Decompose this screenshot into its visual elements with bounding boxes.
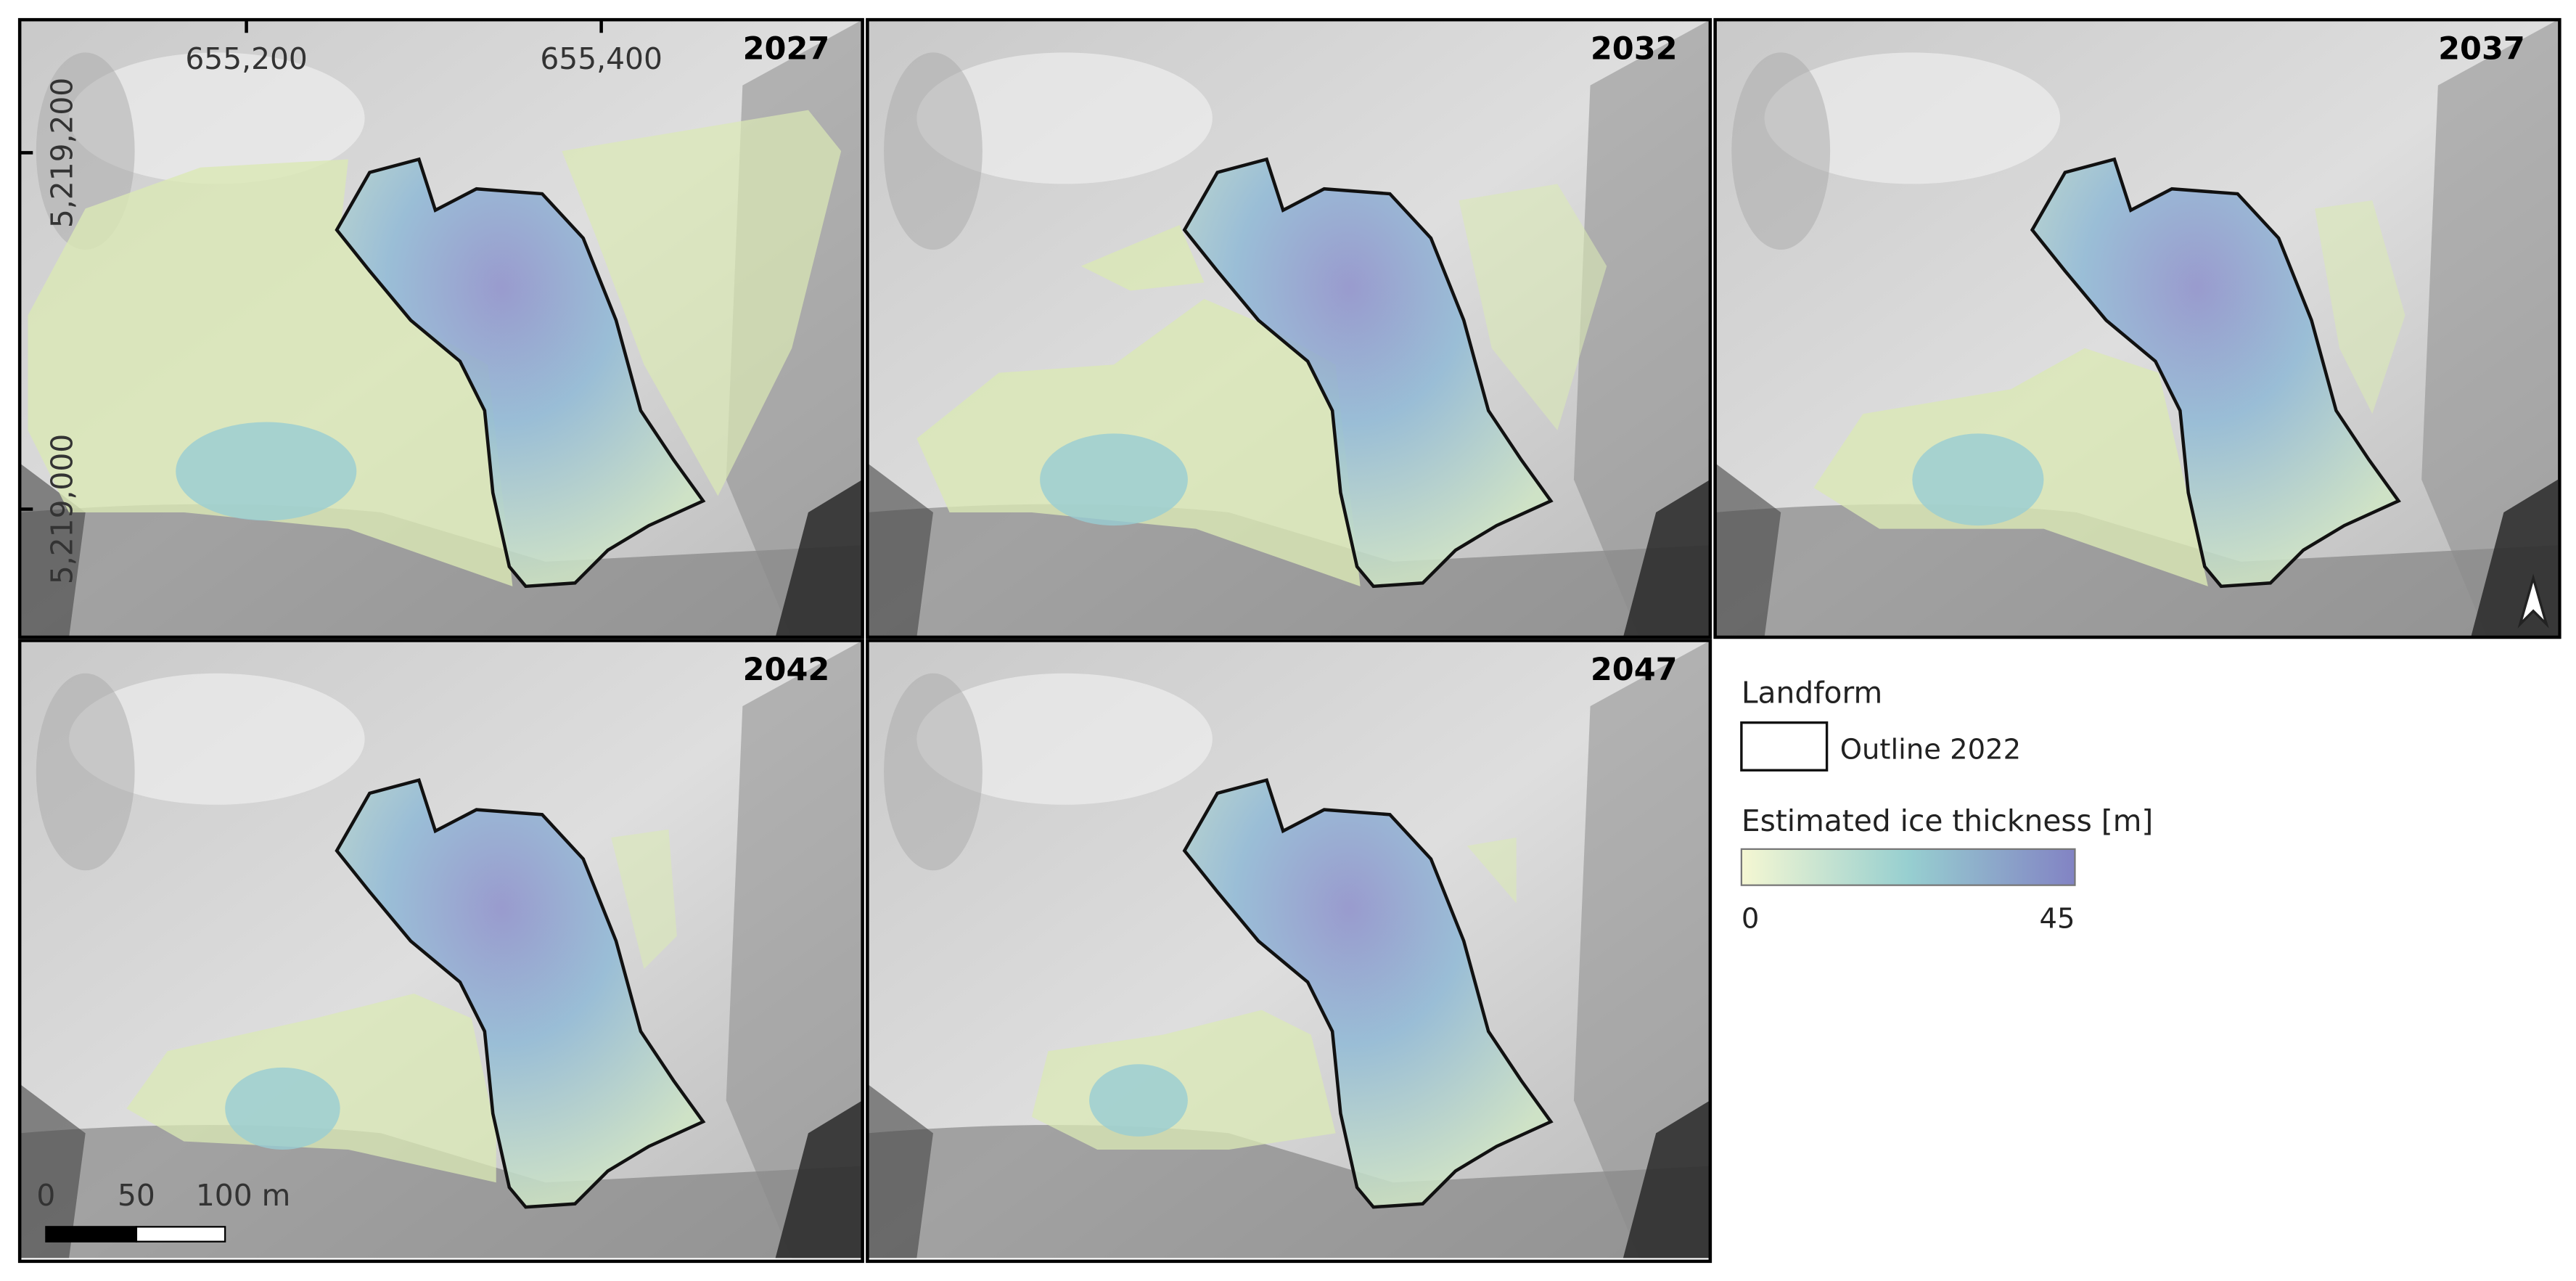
year-label: 2032	[1591, 30, 1678, 67]
map-panel	[20, 20, 863, 637]
y-coordinate-label: 5,219,000	[45, 434, 80, 584]
map-panel	[867, 20, 1710, 637]
legend-color-ramp	[1740, 848, 2076, 886]
legend-ramp-max: 45	[2040, 903, 2075, 936]
scale-label: 100 m	[196, 1178, 290, 1213]
x-coordinate-label: 655,400	[540, 41, 662, 76]
year-label: 2037	[2438, 30, 2525, 67]
year-label: 2047	[1591, 652, 1678, 688]
legend-outline-label: Outline 2022	[1840, 733, 2021, 766]
year-label: 2027	[743, 30, 830, 67]
map-panel	[20, 640, 863, 1259]
north-arrow	[2517, 573, 2549, 629]
y-coordinate-label: 5,219,200	[45, 78, 80, 228]
scale-label: 0	[36, 1178, 55, 1213]
x-coordinate-label: 655,200	[185, 41, 307, 76]
scale-label: 50	[118, 1178, 155, 1213]
legend-ramp-title: Estimated ice thickness [m]	[1742, 803, 2153, 838]
map-panel	[1715, 20, 2559, 637]
legend-ramp-min: 0	[1742, 903, 1759, 936]
coordinate-ticks	[20, 20, 603, 511]
panel-frames	[17, 17, 2561, 1264]
year-label: 2042	[743, 652, 830, 688]
map-panel	[867, 640, 1710, 1259]
scale-bar	[45, 1226, 226, 1243]
legend-group-title: Landform	[1742, 675, 1882, 710]
legend-outline-swatch	[1740, 721, 1829, 772]
